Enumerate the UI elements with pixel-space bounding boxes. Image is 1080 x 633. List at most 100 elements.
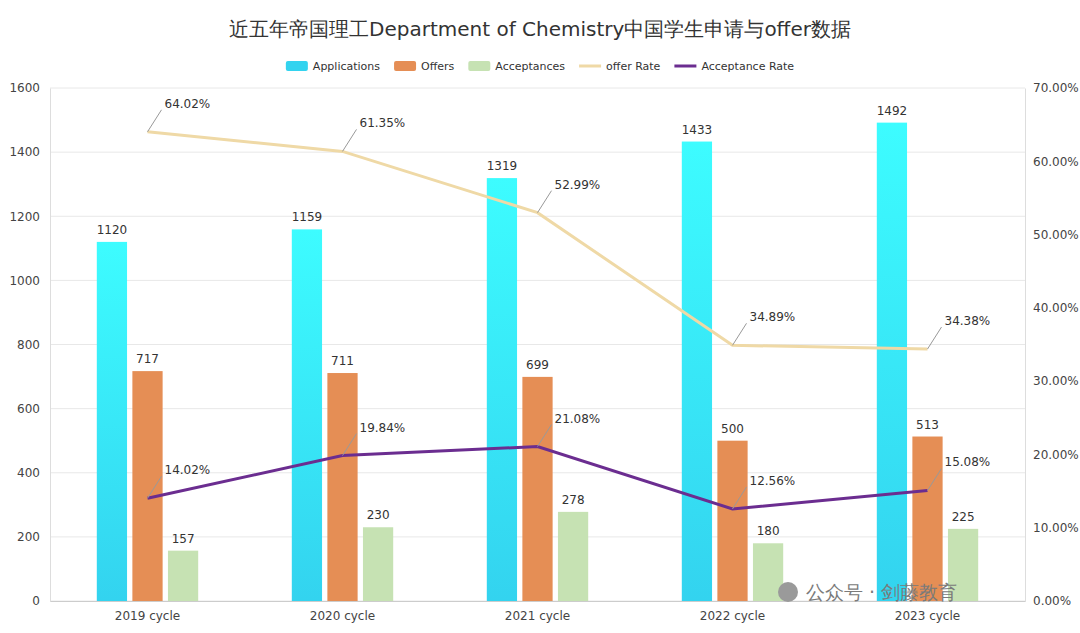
label-leader bbox=[148, 476, 162, 498]
label-leader bbox=[343, 129, 357, 151]
tick-label: 2019 cycle bbox=[115, 609, 180, 623]
tick: 1600 bbox=[9, 81, 50, 95]
tick-label: 800 bbox=[17, 338, 40, 352]
tick-label: 0.00% bbox=[1033, 594, 1071, 608]
tick: 1000 bbox=[9, 274, 50, 288]
legend-item: Offers bbox=[394, 60, 455, 73]
legend-label: Applications bbox=[313, 60, 380, 73]
label-leader bbox=[343, 434, 357, 456]
data-label: 1319 bbox=[487, 159, 518, 173]
data-label: 278 bbox=[562, 493, 585, 507]
legend-swatch bbox=[579, 65, 601, 68]
legend-swatch bbox=[674, 65, 696, 68]
tick: 2022 cycle bbox=[700, 601, 765, 623]
bar bbox=[168, 551, 198, 601]
x-axis: 2019 cycle 2020 cycle 2021 cycle 2022 cycle… bbox=[51, 601, 1026, 623]
data-label: 61.35% bbox=[360, 116, 406, 130]
tick: 0.00% bbox=[1025, 594, 1071, 608]
line bbox=[148, 132, 928, 349]
tick-label: 1600 bbox=[9, 81, 40, 95]
data-label: 21.08% bbox=[555, 412, 601, 426]
data-label: 180 bbox=[757, 524, 780, 538]
label-leader bbox=[733, 487, 747, 509]
tick: 800 bbox=[17, 338, 50, 352]
tick: 0 bbox=[32, 594, 50, 608]
tick-label: 600 bbox=[17, 402, 40, 416]
tick-label: 10.00% bbox=[1033, 521, 1079, 535]
y2-axis: 0.00% 10.00% 20.00% 30.00% 40.00% 50.00% 60.00… bbox=[1025, 81, 1079, 608]
axis-line bbox=[1025, 89, 1026, 602]
tick: 30.00% bbox=[1025, 374, 1079, 388]
tick: 200 bbox=[17, 530, 50, 544]
tick: 2021 cycle bbox=[505, 601, 570, 623]
legend-swatch bbox=[286, 61, 308, 71]
data-label: 225 bbox=[952, 510, 975, 524]
data-label: 1120 bbox=[97, 223, 128, 237]
label-leader bbox=[928, 327, 942, 349]
legend-label: offer Rate bbox=[606, 60, 661, 73]
bar bbox=[363, 527, 393, 601]
bar bbox=[487, 178, 517, 601]
tick-label: 2022 cycle bbox=[700, 609, 765, 623]
data-label: 230 bbox=[367, 508, 390, 522]
tick-label: 40.00% bbox=[1033, 301, 1079, 315]
data-label: 19.84% bbox=[360, 421, 406, 435]
tick: 2020 cycle bbox=[310, 601, 375, 623]
tick: 50.00% bbox=[1025, 228, 1079, 242]
tick: 2023 cycle bbox=[895, 601, 960, 623]
axis-line bbox=[50, 89, 51, 602]
bar bbox=[522, 377, 552, 601]
bar bbox=[682, 142, 712, 601]
tick: 70.00% bbox=[1025, 81, 1079, 95]
data-label: 711 bbox=[331, 354, 354, 368]
data-labels: 1120115913191433149271771169950051315723… bbox=[97, 97, 991, 546]
data-label: 1433 bbox=[682, 123, 713, 137]
tick: 600 bbox=[17, 402, 50, 416]
label-leader bbox=[928, 468, 942, 490]
data-label: 513 bbox=[916, 418, 939, 432]
tick-label: 2023 cycle bbox=[895, 609, 960, 623]
y-axis: 0 200 400 600 800 1000 1200 1400 1600 bbox=[9, 81, 50, 608]
label-leader bbox=[733, 323, 747, 345]
grid-line bbox=[50, 88, 1025, 89]
data-label: 717 bbox=[136, 352, 159, 366]
label-leader bbox=[538, 425, 552, 447]
legend-item: Acceptances bbox=[468, 60, 565, 73]
tick: 60.00% bbox=[1025, 155, 1079, 169]
tick-label: 2021 cycle bbox=[505, 609, 570, 623]
legend-swatch bbox=[394, 61, 416, 71]
tick-label: 50.00% bbox=[1033, 228, 1079, 242]
legend-label: Acceptance Rate bbox=[701, 60, 794, 73]
annotation: 公众号 · 剑藤教育 bbox=[778, 581, 957, 603]
grid bbox=[50, 88, 1025, 601]
label-leader bbox=[148, 110, 162, 132]
label-leader bbox=[538, 191, 552, 213]
legend-label: Offers bbox=[421, 60, 455, 73]
data-label: 64.02% bbox=[165, 97, 211, 111]
bar bbox=[877, 123, 907, 601]
bar bbox=[717, 441, 747, 601]
tick-label: 1400 bbox=[9, 145, 40, 159]
tick-label: 200 bbox=[17, 530, 40, 544]
tick-label: 60.00% bbox=[1033, 155, 1079, 169]
tick-label: 30.00% bbox=[1033, 374, 1079, 388]
tick: 2019 cycle bbox=[115, 601, 180, 623]
data-label: 699 bbox=[526, 358, 549, 372]
tick-label: 20.00% bbox=[1033, 448, 1079, 462]
legend-swatch bbox=[468, 61, 490, 71]
tick-label: 1200 bbox=[9, 210, 40, 224]
tick-label: 2020 cycle bbox=[310, 609, 375, 623]
title: 近五年帝国理工Department of Chemistry中国学生申请与off… bbox=[229, 17, 851, 41]
bar bbox=[292, 229, 322, 601]
tick: 40.00% bbox=[1025, 301, 1079, 315]
data-label: 1492 bbox=[877, 104, 908, 118]
legend-item: Applications bbox=[286, 60, 380, 73]
legend-item: Acceptance Rate bbox=[674, 60, 794, 73]
data-label: 14.02% bbox=[165, 463, 211, 477]
tick-label: 1000 bbox=[9, 274, 40, 288]
data-label: 52.99% bbox=[555, 178, 601, 192]
tick-label: 400 bbox=[17, 466, 40, 480]
data-label: 12.56% bbox=[750, 474, 796, 488]
line bbox=[148, 447, 928, 509]
bar bbox=[97, 242, 127, 601]
